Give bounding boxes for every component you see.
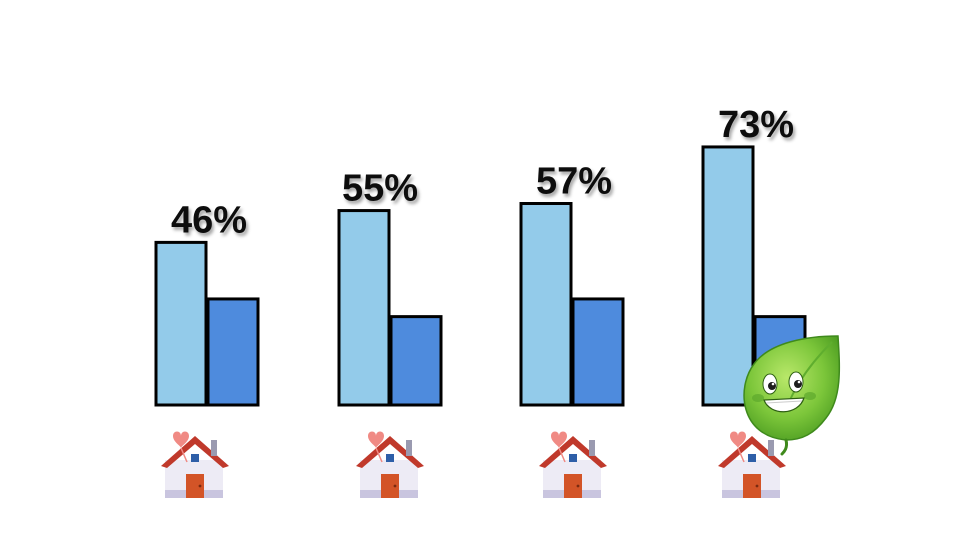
- house-with-heart-icon: [356, 431, 424, 498]
- bar-primary-4: [701, 145, 755, 407]
- value-label-2: 55%: [342, 168, 418, 210]
- bar-primary-2: [337, 209, 391, 407]
- bars-layer: [154, 145, 807, 407]
- value-label-1: 46%: [171, 199, 247, 241]
- icons-layer: [161, 431, 786, 498]
- bar-secondary-3: [571, 297, 625, 407]
- value-label-4: 73%: [718, 104, 794, 146]
- house-with-heart-icon: [539, 431, 607, 498]
- house-with-heart-icon: [718, 431, 786, 498]
- bar-primary-1: [154, 240, 208, 407]
- smiling-leaf-mascot-icon: [743, 335, 841, 456]
- bar-primary-3: [519, 202, 573, 407]
- labels-layer: 46% 55% 57% 73%: [171, 104, 794, 241]
- bar-secondary-1: [206, 297, 260, 407]
- bar-secondary-2: [389, 315, 443, 407]
- house-with-heart-icon: [161, 431, 229, 498]
- value-label-3: 57%: [536, 161, 612, 203]
